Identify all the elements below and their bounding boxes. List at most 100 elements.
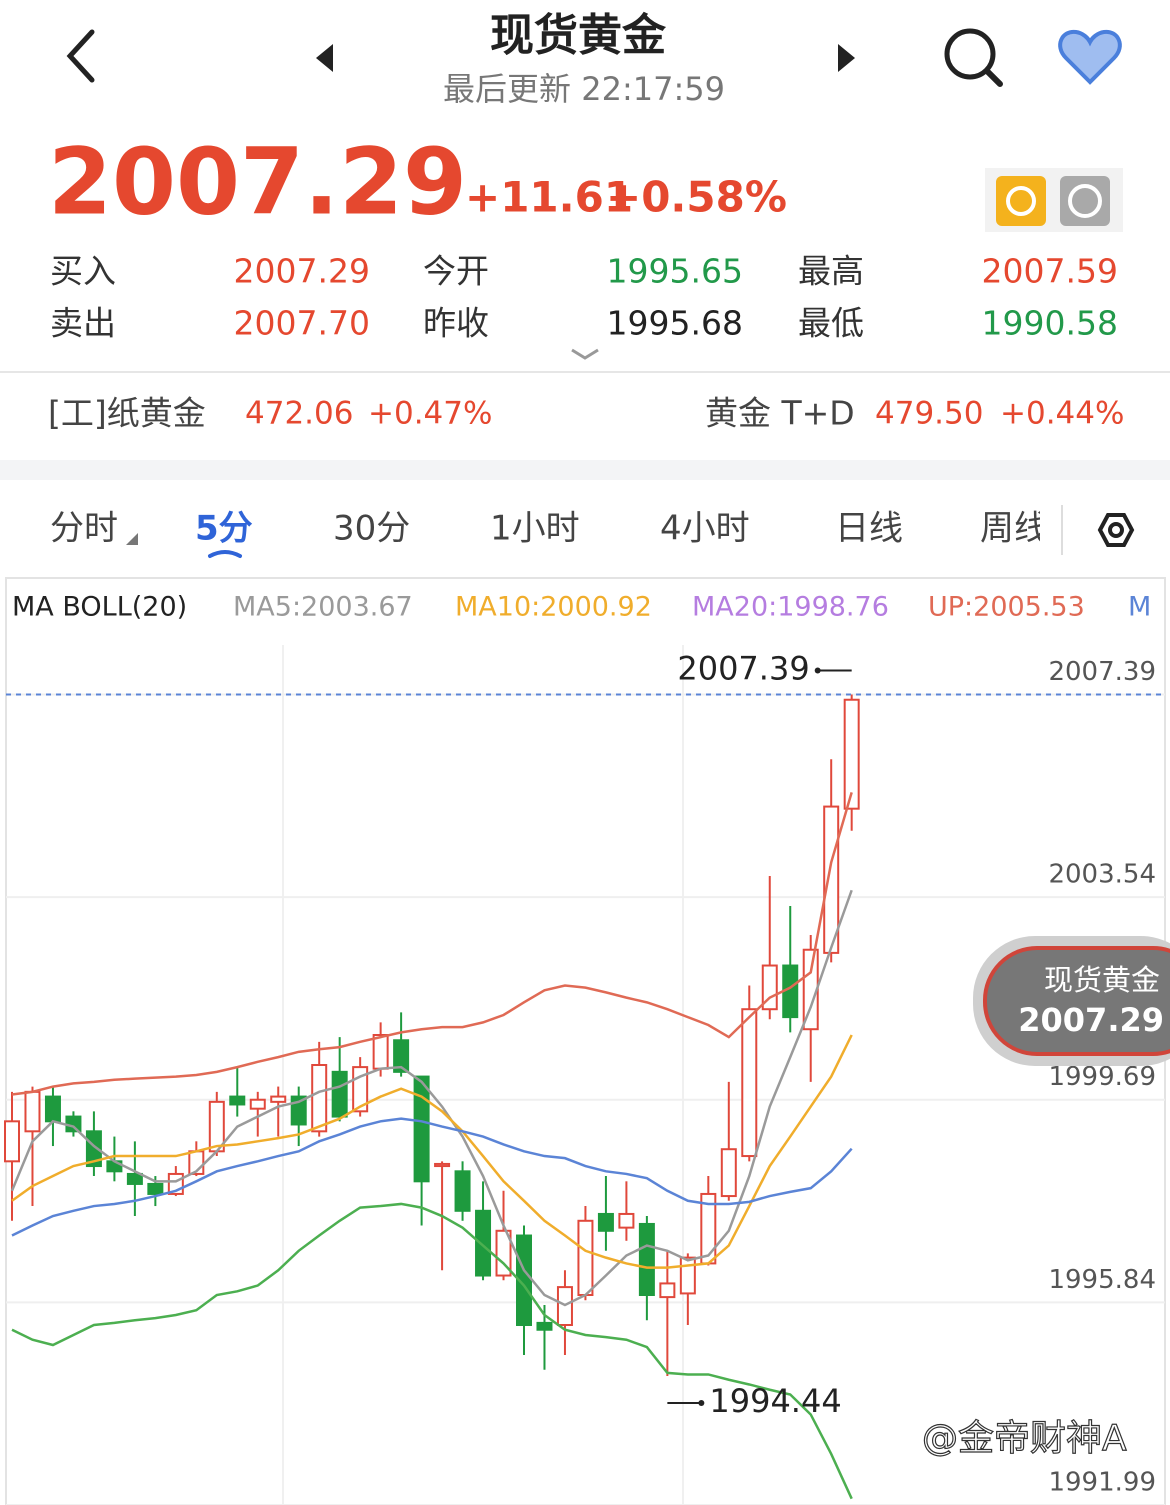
tab[interactable]: 4小时	[660, 509, 750, 549]
tag-name: 现货黄金	[1044, 963, 1160, 997]
tag-inner	[983, 946, 1170, 1056]
indicator-line	[11, 1202, 853, 1500]
legend-entry: MA10:2000.92	[455, 592, 652, 623]
candle-body	[823, 805, 840, 954]
candle-body	[475, 1209, 492, 1277]
y-tick-label: 1999.69	[1048, 1062, 1156, 1092]
tab[interactable]: 分时	[50, 509, 118, 549]
quote-label: 最低	[798, 304, 864, 343]
related-name: 黄金 T+D	[705, 394, 855, 433]
search-button[interactable]	[944, 28, 1003, 87]
candle-body	[720, 1148, 737, 1198]
candle-body	[4, 1120, 20, 1163]
candle-body	[229, 1095, 246, 1106]
prev-button[interactable]	[316, 44, 333, 72]
related-name: [工]纸黄金	[48, 394, 206, 433]
tab-active-indicator	[208, 550, 242, 558]
legend-entry: M	[1128, 592, 1151, 623]
next-button[interactable]	[838, 44, 855, 72]
max-dot	[814, 667, 821, 674]
related-price: 472.06	[245, 396, 353, 432]
legend-entry: MA5:2003.67	[233, 592, 413, 623]
candle-body	[249, 1098, 266, 1110]
price: 2007.29	[48, 128, 467, 235]
candle-body	[85, 1130, 102, 1168]
candle-body	[597, 1212, 614, 1232]
related-change: +0.47%	[368, 396, 492, 432]
candle-body	[659, 1282, 676, 1299]
candle-body	[147, 1182, 164, 1195]
indicator-line	[11, 1117, 853, 1237]
settings-icon	[1108, 522, 1124, 538]
quote-value: 1995.68	[607, 304, 743, 343]
refresh-icon	[1006, 186, 1036, 216]
title: 现货黄金	[490, 10, 667, 61]
quote-label: 卖出	[50, 304, 116, 343]
indicator-label: MA BOLL(20)	[12, 592, 187, 623]
tab-dropdown	[126, 533, 138, 545]
candle-body	[65, 1115, 82, 1133]
candle-body	[638, 1222, 655, 1297]
candle-body	[44, 1095, 61, 1123]
candle-body	[618, 1212, 635, 1229]
y-tick-label: 2003.54	[1048, 860, 1156, 890]
quote-label: 最高	[798, 252, 864, 291]
back-button[interactable]	[66, 29, 95, 83]
tab[interactable]: 日线	[835, 509, 903, 549]
indicator-line	[11, 1034, 853, 1269]
candle-body	[24, 1090, 41, 1133]
change-pct: +0.58%	[606, 173, 787, 222]
candle-body	[393, 1039, 410, 1073]
quote-value: 2007.70	[234, 304, 370, 343]
legend-entry: UP:2005.53	[928, 592, 1085, 623]
candle-body	[495, 1229, 512, 1277]
candle-body	[372, 1034, 389, 1070]
refresh-button[interactable]	[996, 176, 1046, 226]
candle-body	[577, 1219, 594, 1296]
y-tick-label: 1995.84	[1048, 1265, 1156, 1295]
quote-label: 买入	[50, 252, 116, 291]
expand-button[interactable]	[571, 348, 599, 360]
settings-button[interactable]	[1097, 513, 1135, 547]
quote-value: 1990.58	[982, 304, 1118, 343]
candle-body	[679, 1256, 696, 1295]
indicator-line	[11, 792, 853, 1096]
candle-body	[761, 964, 778, 1011]
tag-value: 2007.29	[1018, 1001, 1164, 1039]
candle-body	[331, 1070, 348, 1118]
quote-value: 2007.59	[982, 252, 1118, 291]
currency-icon	[1068, 184, 1102, 218]
updated: 最后更新 22:17:59	[443, 70, 725, 108]
y-tick-label: 2007.39	[1048, 657, 1156, 687]
separator-band	[0, 460, 1170, 480]
candle-body	[270, 1095, 287, 1103]
quote-label: 昨收	[423, 304, 489, 343]
tab[interactable]: 30分	[333, 509, 410, 549]
candle-body	[741, 1008, 758, 1158]
related-price: 479.50	[875, 396, 983, 432]
related-change: +0.44%	[1000, 396, 1124, 432]
candle-body	[413, 1075, 430, 1183]
max-label: 2007.39	[677, 649, 809, 687]
tab[interactable]: 1小时	[490, 509, 580, 549]
favorite-button[interactable]	[1058, 29, 1122, 85]
quote-value: 2007.29	[234, 252, 370, 291]
candle-body	[454, 1170, 471, 1212]
tab[interactable]: 周线	[980, 509, 1048, 549]
quote-value: 1995.65	[607, 252, 743, 291]
candle-body	[536, 1321, 553, 1331]
min-dot	[698, 1400, 705, 1407]
indicator-line	[10, 889, 853, 1307]
tab[interactable]: 5分	[195, 509, 253, 549]
currency-button[interactable]	[1060, 176, 1110, 226]
candle-body	[311, 1064, 328, 1133]
candle-body	[434, 1162, 451, 1168]
watermark: @金帝财神A	[922, 1418, 1127, 1459]
min-label: 1994.44	[709, 1382, 841, 1420]
candle-body	[843, 698, 860, 810]
candle-body	[126, 1172, 143, 1185]
legend-entry: MA20:1998.76	[692, 592, 889, 623]
quote-label: 今开	[423, 252, 489, 291]
change: +11.61	[465, 173, 633, 222]
